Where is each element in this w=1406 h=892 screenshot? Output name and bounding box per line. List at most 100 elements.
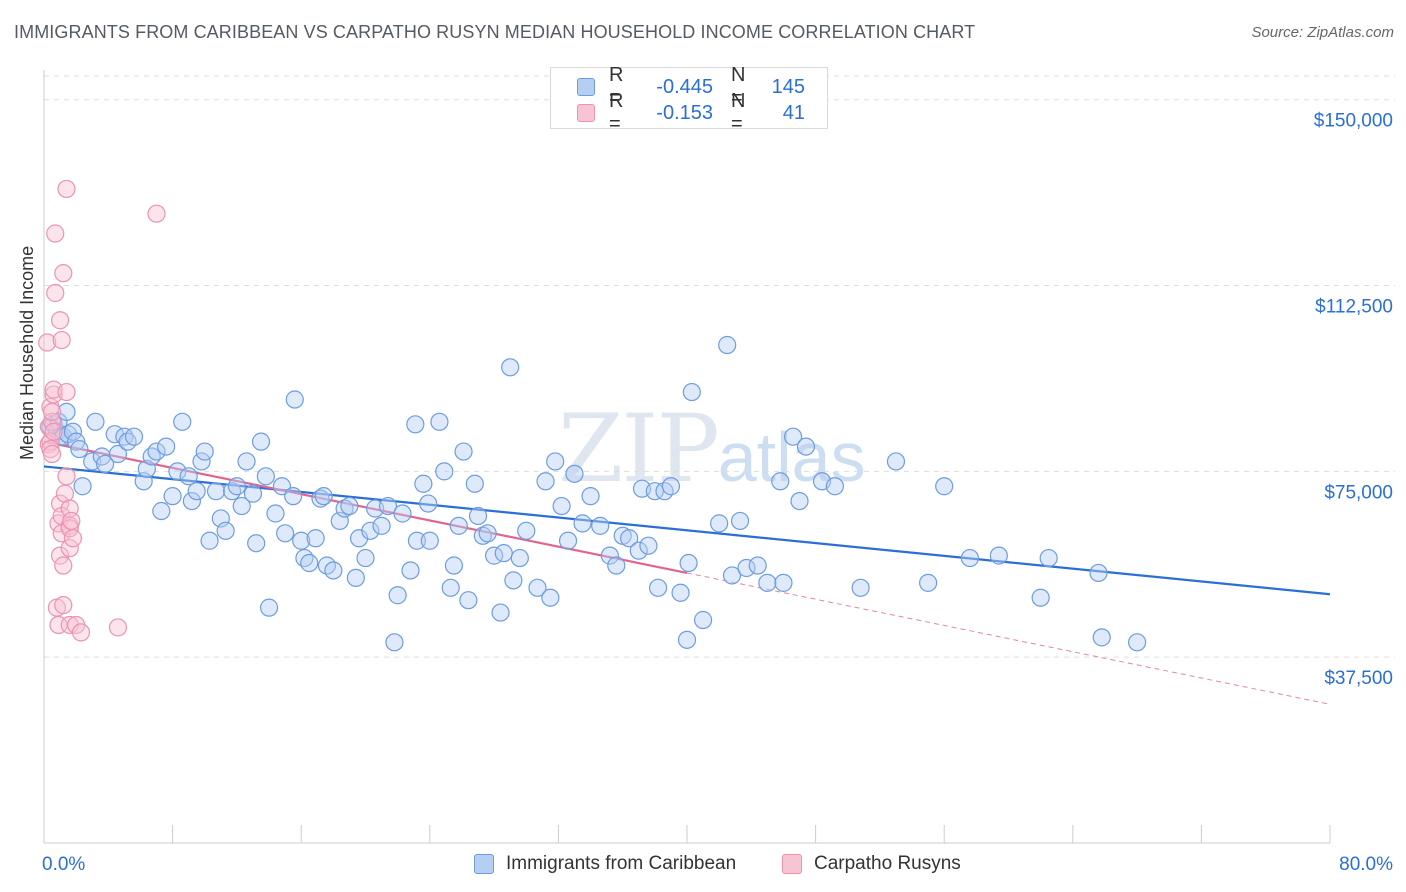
- caribbean-point: [536, 472, 555, 491]
- caribbean-point: [468, 506, 488, 526]
- caribbean-point: [108, 444, 128, 464]
- rusyn-point: [108, 618, 128, 637]
- caribbean-point: [435, 462, 454, 481]
- caribbean-point: [401, 561, 420, 580]
- caribbean-point: [449, 516, 468, 535]
- caribbean-point: [195, 442, 214, 461]
- caribbean-point: [95, 454, 115, 474]
- caribbean-point: [306, 529, 325, 548]
- caribbean-point: [340, 496, 359, 516]
- caribbean-point: [607, 556, 626, 575]
- caribbean-point: [581, 487, 600, 506]
- legend-n-label: N =: [731, 90, 746, 135]
- caribbean-point: [1092, 628, 1111, 647]
- series-rusyn-points: [38, 179, 166, 642]
- rusyn-point: [54, 596, 73, 615]
- series-caribbean-points: [41, 335, 1147, 652]
- caribbean-point: [284, 487, 303, 506]
- caribbean-point: [63, 422, 83, 441]
- caribbean-point: [147, 442, 166, 461]
- caribbean-point: [163, 487, 182, 506]
- caribbean-point: [276, 524, 295, 543]
- caribbean-point: [314, 487, 333, 506]
- rusyn-point: [63, 529, 83, 548]
- caribbean-point: [247, 534, 266, 553]
- caribbean-point: [552, 496, 571, 516]
- y-tick-label: $37,500: [1324, 668, 1393, 689]
- rusyn-point: [71, 623, 91, 642]
- caribbean-point: [86, 412, 105, 431]
- caribbean-point: [378, 496, 398, 516]
- correlation-legend: R = -0.445 N = 145 R = -0.153 N = 41: [550, 64, 828, 135]
- caribbean-point: [173, 412, 192, 431]
- legend-r-label: R =: [609, 90, 624, 135]
- caribbean-point: [682, 382, 701, 402]
- caribbean-point: [420, 531, 439, 550]
- caribbean-point: [935, 477, 954, 496]
- caribbean-point: [737, 558, 756, 578]
- caribbean-point: [311, 489, 330, 508]
- caribbean-point: [200, 531, 219, 550]
- legend-item-rusyn[interactable]: Carpatho Rusyns: [782, 852, 961, 876]
- caribbean-point: [565, 464, 584, 483]
- caribbean-point: [648, 578, 668, 597]
- caribbean-point: [266, 504, 285, 523]
- caribbean-point: [179, 467, 198, 486]
- caribbean-point: [774, 573, 793, 592]
- caribbean-point: [237, 452, 256, 471]
- caribbean-point: [115, 427, 134, 446]
- caribbean-point: [679, 553, 698, 573]
- caribbean-point: [406, 415, 425, 434]
- caribbean-point: [300, 553, 319, 573]
- caribbean-point: [152, 501, 171, 521]
- legend-r-label: R =: [609, 64, 624, 109]
- caribbean-point: [591, 516, 610, 535]
- rusyn-point: [57, 467, 76, 486]
- rusyn-point: [38, 333, 57, 352]
- caribbean-point: [259, 598, 279, 617]
- caribbean-point: [677, 630, 697, 649]
- caribbean-point: [510, 548, 529, 568]
- caribbean-point: [528, 578, 547, 597]
- caribbean-point: [407, 531, 427, 550]
- x-tick-labels: 0.0% 80.0%: [42, 854, 1393, 875]
- y-tick-label: $75,000: [1324, 482, 1393, 503]
- legend-item-caribbean[interactable]: Immigrants from Caribbean: [474, 852, 736, 876]
- caribbean-point: [546, 452, 565, 471]
- legend-n-label: N =: [731, 64, 746, 109]
- caribbean-point: [256, 467, 275, 486]
- caribbean-point: [478, 524, 497, 543]
- caribbean-point: [168, 462, 187, 481]
- legend-r-value: -0.445: [656, 75, 713, 98]
- caribbean-point: [356, 548, 375, 568]
- legend-swatch-pink: [577, 104, 595, 122]
- caribbean-point: [444, 556, 464, 575]
- caribbean-point: [989, 546, 1008, 565]
- rusyn-point: [57, 382, 76, 402]
- caribbean-point: [960, 548, 980, 568]
- rusyn-trend-extension: [686, 572, 1331, 705]
- rusyn-point: [42, 444, 62, 464]
- caribbean-point: [1089, 563, 1108, 583]
- axes: [43, 70, 1331, 844]
- watermark-zip: ZIP: [558, 395, 720, 504]
- caribbean-point: [414, 474, 433, 493]
- caribbean-point: [710, 514, 729, 533]
- caribbean-point: [748, 556, 767, 575]
- rusyn-trend-line: [43, 440, 688, 575]
- legend-r-value: -0.153: [656, 101, 713, 124]
- caribbean-point: [232, 496, 251, 516]
- rusyn-point: [147, 204, 166, 223]
- caribbean-point: [661, 477, 681, 496]
- caribbean-point: [517, 521, 536, 540]
- caribbean-point: [722, 566, 742, 585]
- y-axis-label: Median Household Income: [17, 245, 37, 460]
- rusyn-point: [46, 283, 65, 303]
- chart-title: IMMIGRANTS FROM CARIBBEAN VS CARPATHO RU…: [14, 22, 976, 42]
- caribbean-point: [494, 544, 513, 563]
- gridlines: [44, 75, 1395, 658]
- legend-swatch-blue: [474, 854, 494, 874]
- caribbean-point: [124, 427, 144, 446]
- caribbean-point: [771, 472, 790, 491]
